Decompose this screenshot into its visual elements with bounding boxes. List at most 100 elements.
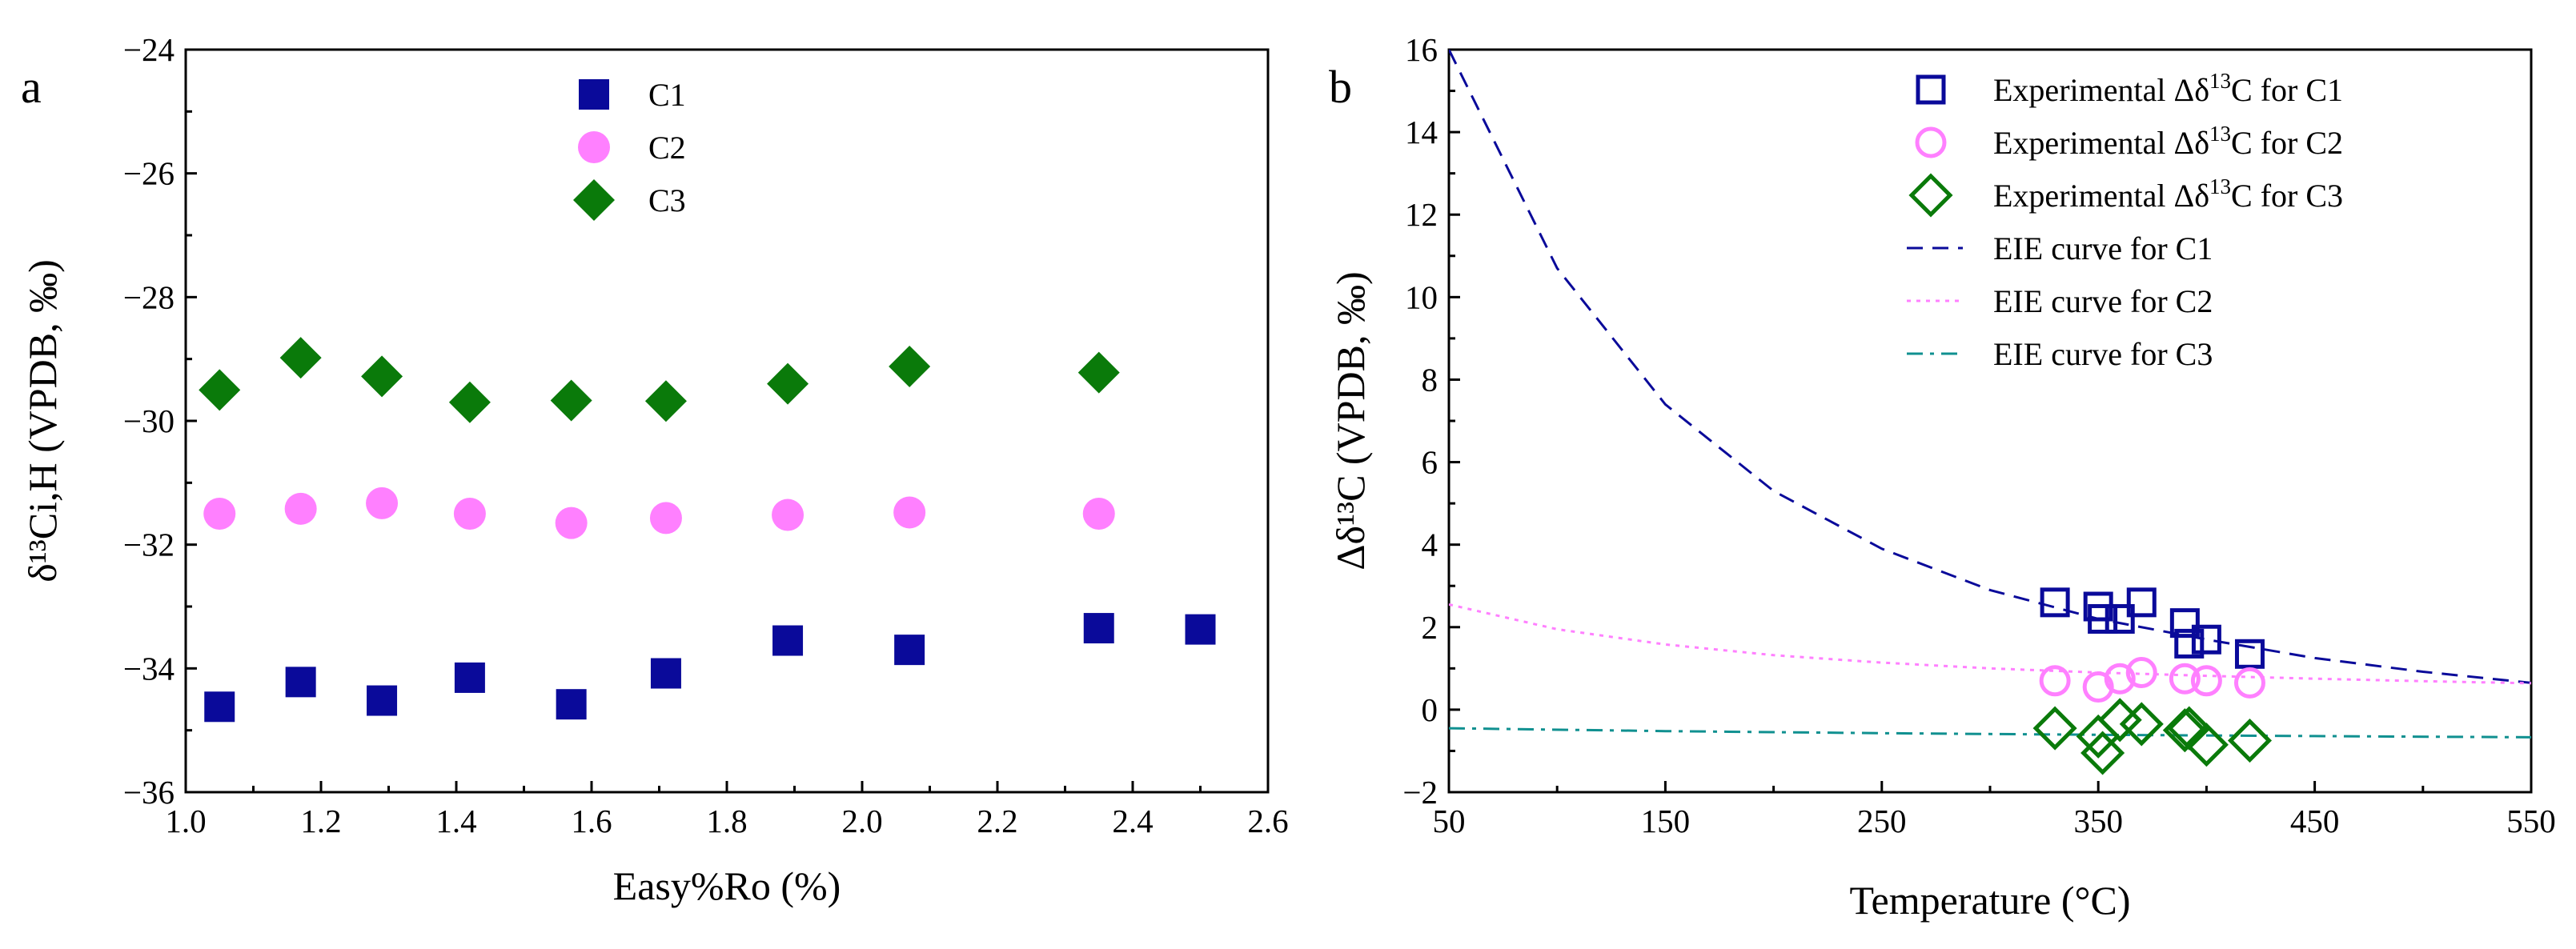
a-y-tick-label: −30 (123, 402, 175, 439)
b-experimental-13c-for-c3-point (2227, 719, 2273, 763)
b-experimental-13c-for-c2-legend-label: Experimental Δδ13C for C2 (1993, 122, 2343, 161)
panel-a-x-axis-title: Easy%Ro (%) (613, 863, 841, 908)
panel-b-y-axis-title: Δδ¹³C (VPDB, ‰) (1328, 271, 1373, 570)
b-experimental-13c-for-c1-point (2169, 608, 2200, 639)
b-y-tick-label: 0 (1422, 691, 1438, 728)
a-c2-point (284, 492, 317, 525)
panel-a: a 1.0 1.2 1.4 1.6 1.8 2.0 2.2 2.4 2.6 −36−34−32−… (20, 31, 1289, 908)
b-x-tick-label: 350 (2073, 803, 2123, 839)
b-experimental-13c-for-c1-point (2191, 624, 2221, 655)
panel-a-x-tick-labels: 1.0 1.2 1.4 1.6 1.8 2.0 2.2 2.4 2.6 (165, 803, 1288, 839)
a-c2-legend-label: C2 (648, 130, 686, 166)
a-c1-point (285, 667, 316, 698)
a-c3-point (767, 362, 809, 405)
b-eie-curve-for-c2-legend-label: EIE curve for C2 (1993, 283, 2213, 319)
b-eie-curve-for-c1-line (1449, 50, 2531, 684)
a-c1-point (894, 635, 925, 666)
a-c3-point (199, 369, 241, 411)
a-c1-point (772, 625, 804, 656)
panel-b-letter: b (1329, 61, 1352, 113)
a-c1-point (1185, 614, 1216, 645)
a-x-tick-label: 2.6 (1247, 803, 1288, 839)
a-c2-point (649, 502, 682, 535)
panel-a-legend: C1 C2 C3 (573, 77, 686, 221)
b-y-tick-label: 10 (1405, 278, 1438, 315)
b-experimental-13c-for-c3-point (2184, 723, 2229, 767)
panel-a-y-axis-title: δ¹³Ci,H (VPDB, ‰) (20, 259, 65, 583)
a-y-tick-label: −26 (123, 155, 175, 192)
b-experimental-13c-for-c1-point (2105, 603, 2135, 634)
a-c3-point (279, 337, 322, 379)
panel-b-curves (1449, 50, 2531, 739)
a-y-tick-label: −34 (123, 650, 175, 687)
panel-b-y-tick-labels: −2 0 2 4 6 8 10 12 14 16 (1402, 31, 1438, 811)
panel-b: b 50 150 250 350 450 550 −2 0 2 4 6 8 10 12 14 16 Temp… (1328, 31, 2556, 923)
b-x-tick-label: 550 (2506, 803, 2556, 839)
b-experimental-13c-for-c3-point (2080, 731, 2125, 775)
b-experimental-13c-for-c2-point (2169, 663, 2201, 695)
a-c1-point (650, 658, 681, 689)
a-y-tick-label: −28 (123, 278, 175, 315)
a-c1-legend-label: C1 (648, 77, 686, 113)
a-x-tick-label: 1.0 (165, 803, 206, 839)
b-y-tick-label: 14 (1405, 114, 1438, 150)
a-c2-point (203, 498, 236, 530)
a-c1-point (204, 691, 235, 723)
b-y-tick-label: −2 (1402, 774, 1438, 811)
b-experimental-13c-for-c1-point (2174, 628, 2205, 659)
b-eie-curve-for-c1-legend-label: EIE curve for C1 (1993, 230, 2213, 266)
panel-a-frame (184, 48, 1270, 794)
panel-b-x-axis-title: Temperature (°C) (1849, 878, 2130, 923)
a-c3-point (644, 380, 687, 422)
b-experimental-13c-for-c1-point (2088, 603, 2118, 634)
a-c1-point (1083, 613, 1114, 644)
b-y-tick-label: 6 (1422, 444, 1438, 481)
b-experimental-13c-for-c2-point (2082, 671, 2114, 703)
a-c2-point (1082, 498, 1115, 530)
b-experimental-13c-for-c3-point (2032, 706, 2077, 751)
b-eie-curve-for-c3-line (1449, 727, 2531, 739)
b-experimental-13c-for-c2-point (2190, 665, 2222, 697)
panel-a-data-marks (199, 337, 1216, 723)
a-c1-point (367, 685, 398, 716)
b-experimental-13c-for-c3-point (2119, 702, 2164, 747)
b-experimental-13c-for-c1-point (2040, 587, 2070, 618)
a-c2-legend-swatch (578, 131, 610, 163)
b-y-tick-label: 8 (1422, 361, 1438, 398)
b-experimental-13c-for-c2-point (2039, 665, 2071, 697)
a-c1-legend-swatch (579, 79, 609, 110)
a-c3-point (1077, 351, 1120, 394)
panel-b-data-marks (2032, 587, 2273, 775)
b-experimental-13c-for-c1-point (2126, 587, 2157, 618)
b-y-tick-label: 12 (1405, 196, 1438, 233)
b-eie-curve-for-c2-line (1449, 603, 2531, 685)
a-x-tick-label: 2.4 (1112, 803, 1153, 839)
a-c3-legend-swatch (573, 179, 615, 221)
b-experimental-13c-for-c2-point (2233, 667, 2265, 699)
b-experimental-13c-for-c3-legend-label: Experimental Δδ13C for C3 (1993, 174, 2343, 214)
b-experimental-13c-for-c1-point (2234, 639, 2265, 669)
a-c3-point (361, 355, 403, 398)
b-eie-curve-for-c3-legend-label: EIE curve for C3 (1993, 336, 2213, 372)
a-c3-legend-label: C3 (648, 182, 686, 218)
a-c3-point (550, 379, 592, 422)
a-c2-point (772, 499, 804, 531)
b-y-tick-label: 16 (1405, 31, 1438, 68)
a-x-tick-label: 1.6 (571, 803, 612, 839)
a-y-tick-label: −36 (123, 774, 175, 811)
a-c2-point (893, 496, 926, 529)
a-c2-point (453, 498, 486, 530)
panel-b-ticks (1447, 48, 2533, 794)
a-x-tick-label: 2.2 (977, 803, 1017, 839)
b-x-tick-label: 250 (1857, 803, 1907, 839)
b-experimental-13c-for-c2-point (2125, 656, 2157, 688)
a-c1-point (556, 689, 587, 720)
b-experimental-13c-for-c2-point (2104, 663, 2136, 695)
a-c2-point (366, 487, 399, 519)
a-x-tick-label: 2.0 (841, 803, 882, 839)
b-experimental-13c-for-c2-legend-swatch (1915, 126, 1947, 158)
a-y-tick-label: −32 (123, 527, 175, 563)
b-x-tick-label: 50 (1433, 803, 1466, 839)
b-y-tick-label: 2 (1422, 609, 1438, 646)
